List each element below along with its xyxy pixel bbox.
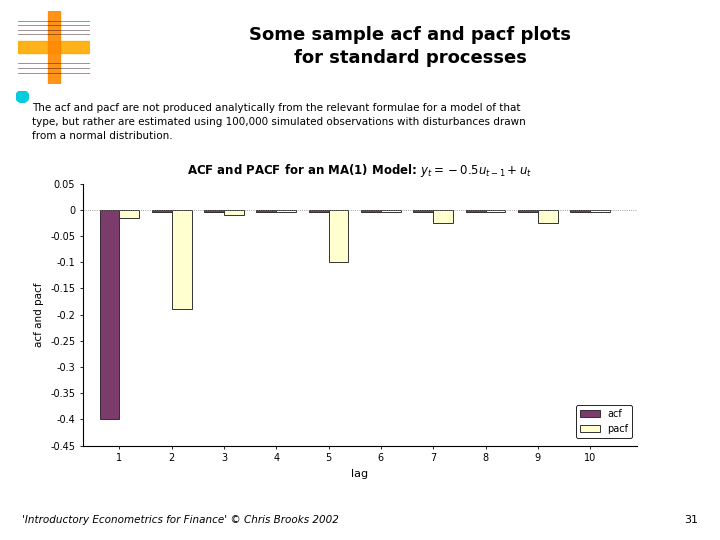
Bar bbox=[413, 210, 433, 212]
Bar bbox=[433, 210, 453, 223]
Bar bbox=[381, 210, 401, 212]
Text: 31: 31 bbox=[685, 515, 698, 525]
X-axis label: lag: lag bbox=[351, 469, 369, 478]
Bar bbox=[518, 210, 538, 212]
Bar bbox=[171, 210, 192, 309]
Bar bbox=[466, 210, 485, 212]
Bar bbox=[276, 210, 296, 212]
Bar bbox=[590, 210, 610, 212]
Bar bbox=[309, 210, 328, 212]
Bar bbox=[538, 210, 558, 223]
Y-axis label: acf and pacf: acf and pacf bbox=[35, 282, 45, 347]
Bar bbox=[256, 210, 276, 212]
Bar bbox=[361, 210, 381, 212]
Bar bbox=[570, 210, 590, 212]
Legend: acf, pacf: acf, pacf bbox=[576, 406, 632, 438]
Bar bbox=[152, 210, 171, 212]
Text: 'Introductory Econometrics for Finance' © Chris Brooks 2002: 'Introductory Econometrics for Finance' … bbox=[22, 515, 338, 525]
Bar bbox=[18, 42, 90, 53]
Text: ACF and PACF for an MA(1) Model: $y_t = -0.5u_{t-1} + u_t$: ACF and PACF for an MA(1) Model: $y_t = … bbox=[187, 161, 533, 179]
Bar bbox=[328, 210, 348, 262]
Bar bbox=[204, 210, 224, 212]
Polygon shape bbox=[16, 91, 29, 103]
Text: Some sample acf and pacf plots
for standard processes: Some sample acf and pacf plots for stand… bbox=[249, 26, 572, 68]
Bar bbox=[485, 210, 505, 212]
Text: The acf and pacf are not produced analytically from the relevant formulae for a : The acf and pacf are not produced analyt… bbox=[32, 103, 526, 140]
Bar bbox=[120, 210, 139, 218]
Bar bbox=[99, 210, 120, 419]
Bar bbox=[224, 210, 244, 215]
Bar bbox=[48, 11, 60, 84]
